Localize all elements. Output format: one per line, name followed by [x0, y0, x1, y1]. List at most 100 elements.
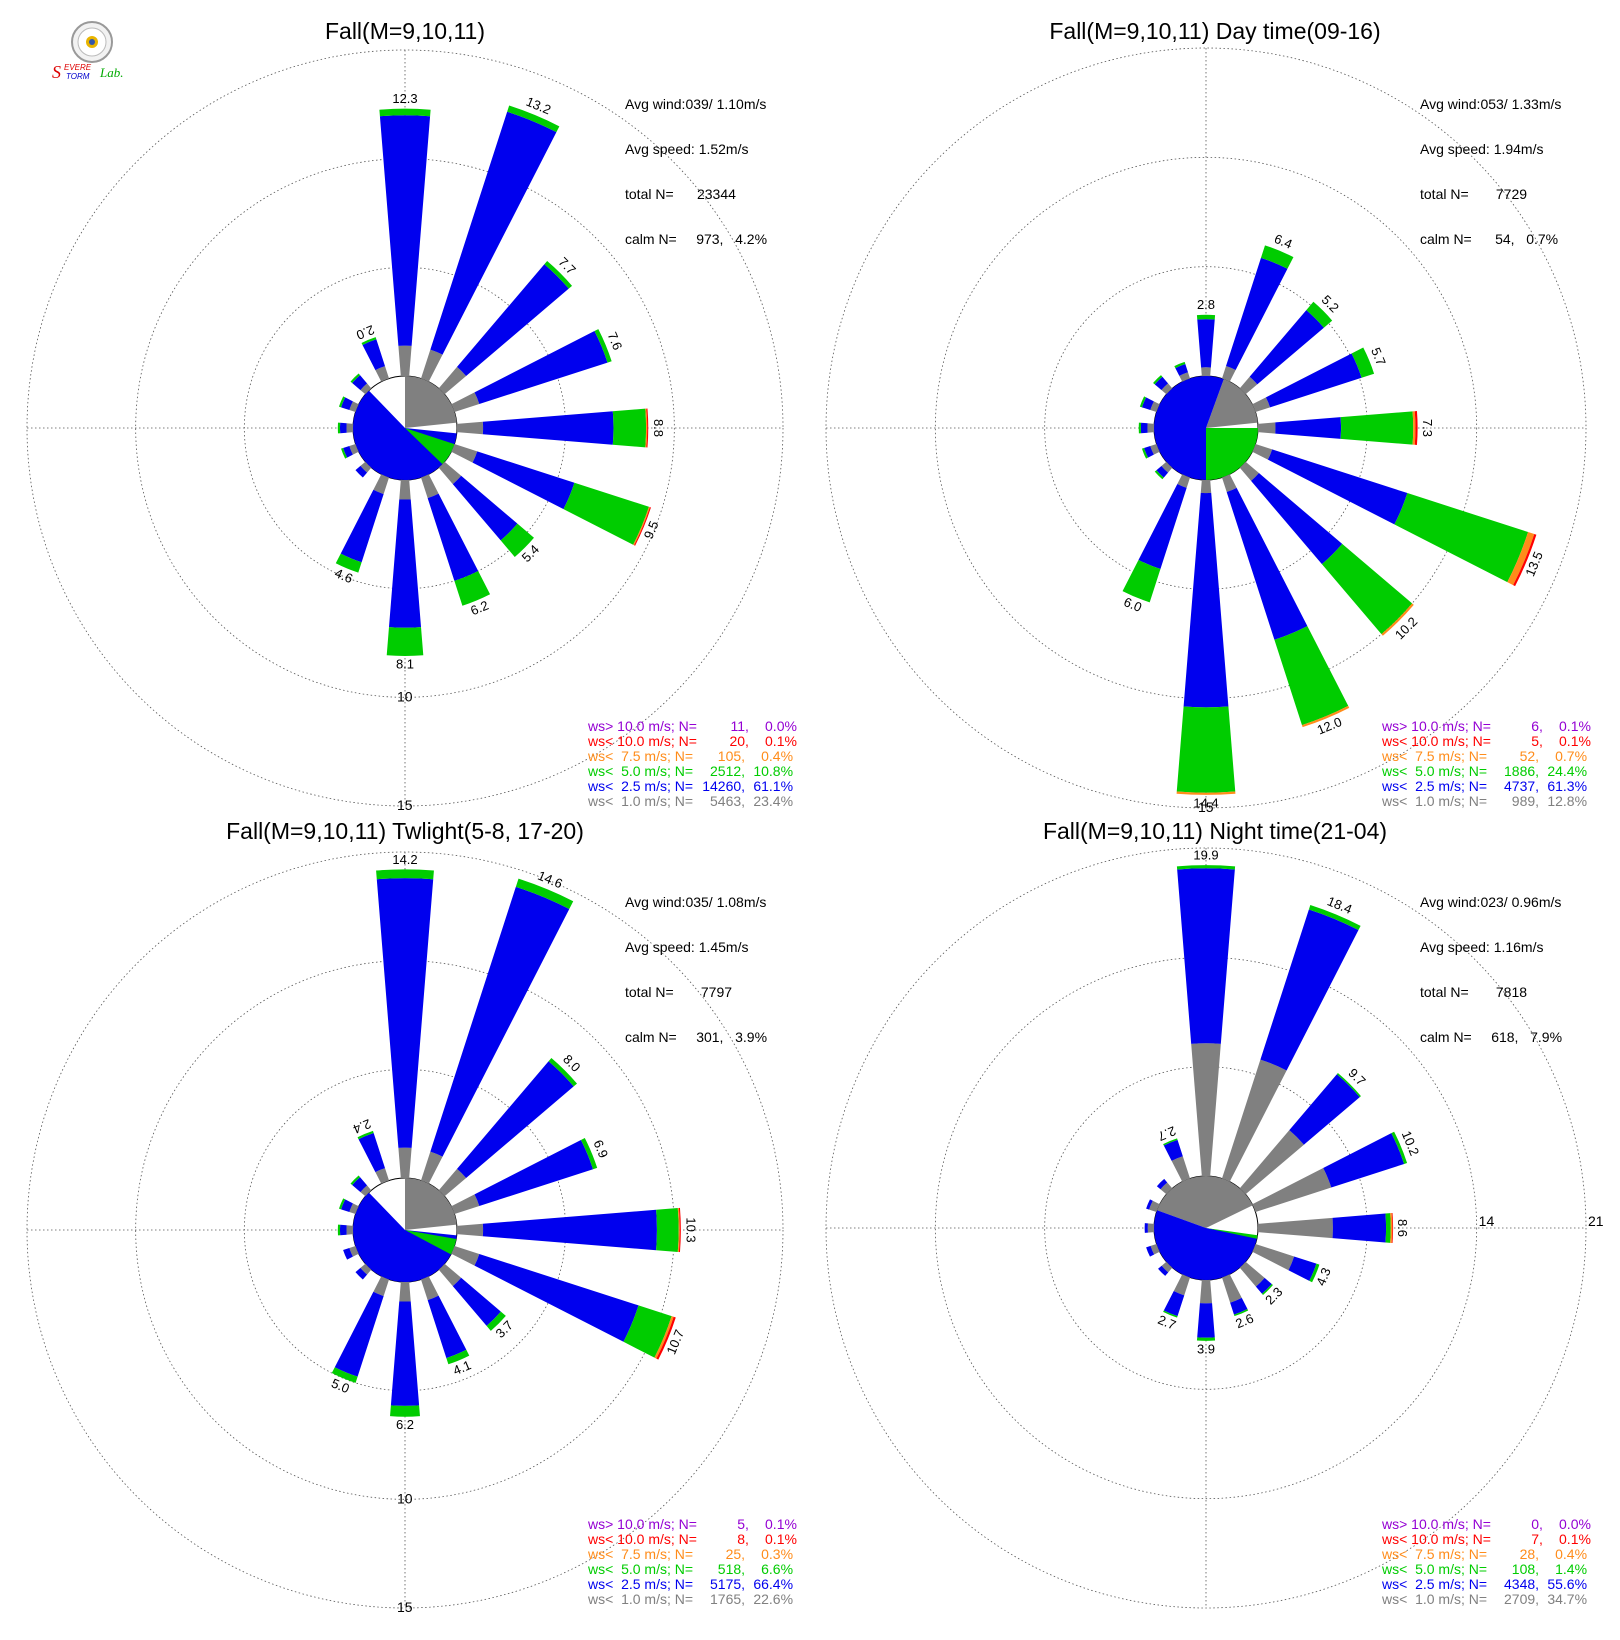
legend-percent: 10.8%	[753, 763, 794, 779]
bar-total-label: 6.9	[590, 1138, 611, 1160]
bar-segment	[1412, 411, 1416, 445]
avg-wind-value: 039/ 1.10m/s	[685, 96, 767, 112]
calm-n-line: calm N= 54, 0.7%	[1420, 231, 1559, 247]
legend-label: ws< 7.5 m/s; N=	[1382, 748, 1488, 764]
bar-segment	[1174, 361, 1186, 369]
bar-segment	[1513, 534, 1537, 587]
bar-segment	[1323, 1133, 1405, 1188]
bar-segment	[472, 451, 575, 510]
legend-percent: 0.1%	[765, 1531, 797, 1547]
legend-count: 0,	[1531, 1516, 1543, 1532]
grid-ring	[934, 956, 1478, 1500]
legend-count: 2709,	[1504, 1591, 1540, 1607]
bar-segment	[1252, 443, 1273, 460]
legend-row: ws< 2.5 m/s; N= 5175, 66.4%	[588, 1577, 797, 1592]
legend-row: ws< 1.0 m/s; N= 2709, 34.7%	[1382, 1592, 1591, 1607]
bar-segment	[452, 475, 518, 541]
bar-segment	[349, 443, 359, 455]
bar-segment	[1261, 1283, 1273, 1295]
wind-rose-chart: 510152.86.45.25.77.313.510.212.014.46.0	[825, 47, 1587, 815]
bar-segment	[1251, 473, 1343, 565]
bar-segment	[337, 422, 341, 434]
legend-label: ws> 10.0 m/s; N=	[1382, 718, 1491, 734]
bar-segment	[341, 397, 353, 411]
bar-segment	[1176, 865, 1236, 870]
legend-row: ws> 10.0 m/s; N= 6, 0.1%	[1382, 719, 1591, 734]
bar-segment	[1267, 449, 1408, 525]
bar-segment	[1274, 626, 1349, 726]
bar-total-label: 5.7	[1368, 345, 1389, 367]
bar-total-label: 4.6	[333, 565, 355, 586]
bar-segment	[334, 1291, 384, 1377]
bar-segment	[337, 1224, 341, 1236]
logo-s: S	[52, 62, 61, 82]
bar-segment	[563, 482, 649, 545]
bar-segment	[1140, 422, 1148, 434]
bar-segment	[482, 411, 614, 445]
bar-segment	[1183, 492, 1229, 708]
bar-segment	[1176, 791, 1236, 795]
bar-segment	[1177, 868, 1235, 1044]
bar-segment	[358, 1132, 386, 1173]
bar-total-label: 6.4	[1272, 231, 1294, 252]
bar-segment	[456, 1223, 484, 1237]
bar-segment	[338, 1198, 346, 1210]
bar-segment	[349, 1245, 359, 1257]
bar-segment	[1507, 532, 1535, 586]
calm-n-line: calm N= 618, 7.9%	[1420, 1029, 1563, 1045]
legend-label: ws< 10.0 m/s; N=	[588, 733, 697, 749]
legend-count: 5,	[737, 1516, 749, 1532]
avg-speed-value: 1.94m/s	[1493, 141, 1544, 157]
bar-segment	[1179, 372, 1191, 382]
wind-rose-chart: 5101514.214.68.06.910.310.73.74.16.25.02…	[26, 851, 784, 1615]
bar-segment	[399, 1281, 411, 1302]
bar-segment	[1156, 1178, 1168, 1190]
ring-label: 14	[1479, 1213, 1495, 1229]
calm-sector	[405, 376, 457, 428]
panel-title: Fall(M=9,10,11) Night time(21-04)	[1042, 818, 1388, 844]
bar-segment	[451, 1245, 480, 1266]
wind-rose-panel-day: 510152.86.45.25.77.313.510.212.014.46.0 …	[810, 0, 1620, 820]
bar-total-label: 9.5	[641, 519, 662, 541]
calm-sector	[405, 1178, 457, 1230]
bar-segment	[1289, 1074, 1360, 1145]
bar-segment	[1191, 1043, 1221, 1177]
legend-row: ws< 2.5 m/s; N= 14260, 61.1%	[588, 779, 797, 794]
stats-block: Avg wind:039/ 1.10m/s Avg speed: 1.52m/s…	[625, 67, 767, 277]
calm-n-value: 54,	[1495, 231, 1515, 247]
bar-segment	[1390, 1213, 1393, 1243]
bar-segment	[1141, 397, 1154, 411]
bar-segment	[339, 1224, 347, 1236]
legend-percent: 6.6%	[761, 1561, 794, 1577]
bar-segment	[430, 886, 570, 1157]
total-n-value: 7729	[1495, 186, 1528, 202]
bar-segment	[645, 408, 648, 448]
legend-percent: 0.4%	[761, 748, 794, 764]
bar-segment	[1381, 603, 1414, 636]
legend-percent: 0.0%	[1559, 1516, 1591, 1532]
bar-segment	[1221, 366, 1236, 382]
bar-segment	[339, 422, 347, 434]
legend-row: ws< 1.0 m/s; N= 5463, 23.4%	[588, 794, 797, 809]
bar-segment	[515, 878, 574, 909]
bar-segment	[507, 105, 560, 133]
bar-segment	[352, 1177, 368, 1193]
legend-count: 20,	[729, 733, 749, 749]
bar-segment	[420, 474, 439, 499]
bar-segment	[1252, 1243, 1295, 1271]
bar-segment	[454, 571, 491, 606]
legend-count: 1886,	[1504, 763, 1540, 779]
bar-segment	[343, 1247, 353, 1260]
bar-segment	[1199, 1279, 1213, 1304]
legend-row: ws< 7.5 m/s; N= 28, 0.4%	[1382, 1547, 1591, 1562]
bar-segment	[386, 627, 424, 657]
legend-count: 1765,	[710, 1591, 746, 1607]
legend-percent: 0.1%	[765, 1516, 797, 1532]
bar-segment	[438, 461, 462, 485]
bar-segment	[355, 465, 368, 478]
legend-count: 5463,	[710, 793, 746, 809]
bar-segment	[1201, 367, 1211, 377]
calm-sector	[1157, 1176, 1253, 1228]
bar-total-label: 12.3	[392, 91, 417, 106]
bar-segment	[360, 461, 372, 473]
